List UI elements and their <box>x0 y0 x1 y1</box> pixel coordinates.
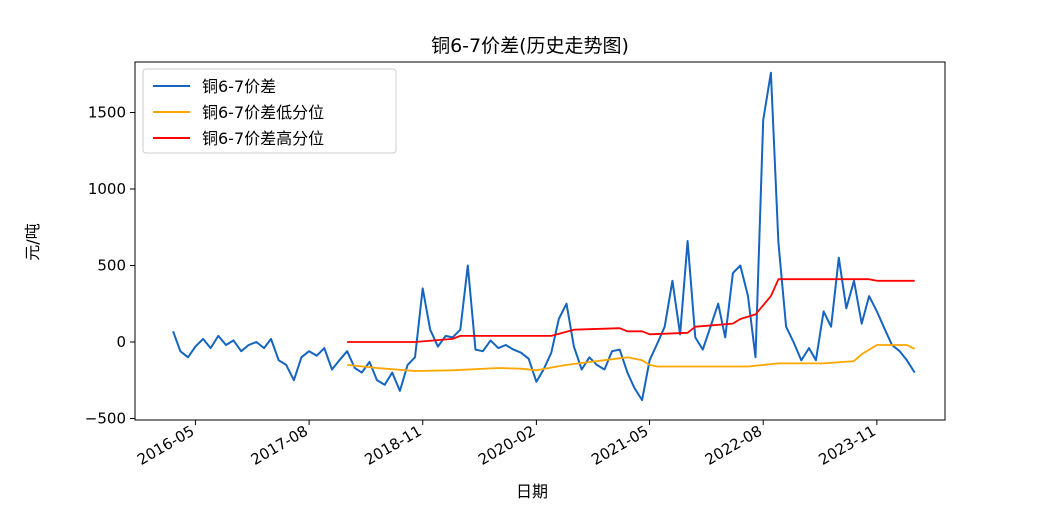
x-tick-label: 2020-02 <box>475 422 538 469</box>
y-tick-label: 1000 <box>88 180 126 198</box>
legend-label: 铜6-7价差 <box>202 77 276 96</box>
y-tick-label: 0 <box>116 333 126 351</box>
legend-box <box>142 68 397 154</box>
x-tick-label: 2021-05 <box>588 422 651 469</box>
y-tick-label: −500 <box>85 409 126 427</box>
y-axis: −500 0 500 1000 1500 <box>85 103 135 427</box>
y-axis-label: 元/吨 <box>23 223 42 260</box>
x-tick-label: 2022-08 <box>702 422 765 469</box>
low-quantile-line <box>347 344 916 372</box>
x-tick-label: 2017-08 <box>248 422 311 469</box>
x-axis-label: 日期 <box>516 482 548 501</box>
x-axis: 2016-05 2017-08 2018-11 2020-02 2021-05 2022-… <box>134 420 879 469</box>
legend-label: 铜6-7价差高分位 <box>202 129 324 148</box>
chart-title: 铜6-7价差(历史走势图) <box>431 35 629 57</box>
y-tick-label: 500 <box>97 256 126 274</box>
x-tick-label: 2023-11 <box>816 422 879 469</box>
high-quantile-line <box>347 278 915 343</box>
legend-label: 铜6-7价差低分位 <box>202 103 324 122</box>
series-layer <box>172 71 916 402</box>
x-tick-label: 2018-11 <box>361 422 424 469</box>
y-tick-label: 1500 <box>88 103 126 121</box>
x-tick-label: 2016-05 <box>134 422 197 469</box>
